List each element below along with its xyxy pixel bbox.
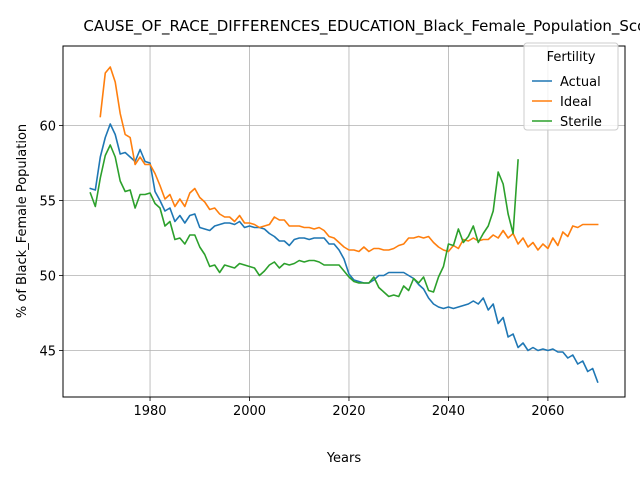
x-tick-label: 2000 [233,404,266,419]
legend: Fertility Actual Ideal Sterile [523,42,619,131]
y-tick-label: 60 [39,120,56,135]
series-line-sterile [89,144,519,298]
chart-title: CAUSE_OF_RACE_DIFFERENCES_EDUCATION_Blac… [83,17,640,36]
series-line-ideal [99,66,599,253]
legend-label-ideal: Ideal [560,95,592,110]
legend-label-actual: Actual [560,75,601,90]
x-tick-label: 2040 [432,404,465,419]
x-tick-label: 2020 [332,404,365,419]
x-axis-label: Years [326,451,362,466]
legend-box [523,42,619,131]
x-tick-label: 1980 [133,404,166,419]
x-tick-label: 2060 [531,404,564,419]
y-tick-label: 45 [39,345,56,360]
series-lines [89,66,599,384]
series-line-actual [89,123,599,384]
axis-ticks: 1980 2000 2020 2040 2060 45 50 55 60 [39,120,564,420]
y-tick-label: 55 [39,195,56,210]
y-axis-label: % of Black_Female Population [15,124,30,318]
plot-frame [62,45,626,398]
y-tick-label: 50 [39,270,56,285]
legend-label-sterile: Sterile [560,115,602,130]
legend-title: Fertility [547,50,596,65]
